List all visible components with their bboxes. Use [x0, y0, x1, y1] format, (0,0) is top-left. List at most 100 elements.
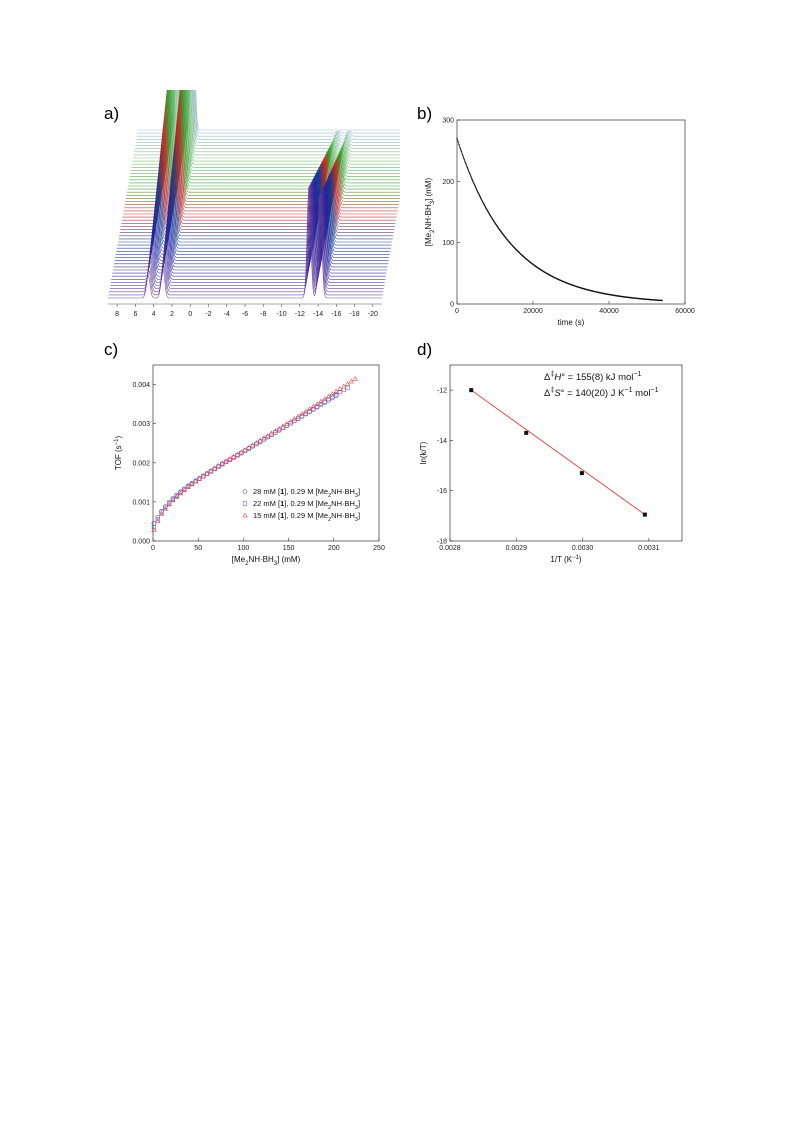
fit-line	[470, 389, 646, 516]
triangle-marker	[299, 411, 305, 416]
thermo-annotation: Δ‡S° = 140(20) J K−1 mol−1	[544, 386, 659, 399]
x-tick-label: 200	[328, 545, 340, 552]
spectra-traces	[108, 90, 400, 299]
triangle-marker	[204, 470, 210, 476]
y-tick-label: -12	[437, 388, 447, 395]
x-tick-label: -16	[331, 311, 341, 318]
x-tick-label: 0.0030	[572, 545, 594, 552]
circle-marker	[250, 443, 255, 449]
triangle-marker	[261, 435, 267, 441]
data-point	[524, 430, 529, 435]
spectrum-trace	[109, 184, 384, 289]
data-point	[469, 388, 474, 393]
spectrum-trace	[119, 152, 394, 237]
x-tick-label: 40000	[599, 308, 619, 315]
data-point	[474, 186, 477, 188]
triangle-marker	[306, 406, 313, 411]
square-marker	[299, 414, 305, 419]
triangle-marker	[242, 447, 248, 452]
spectrum-trace	[111, 179, 386, 277]
square-marker	[311, 406, 316, 412]
x-tick-label: 0	[455, 308, 459, 315]
plot-frame	[152, 364, 380, 542]
x-tick-label: -12	[295, 311, 305, 318]
square-marker	[307, 409, 312, 414]
spectrum-trace	[110, 183, 385, 286]
legend-marker	[242, 501, 248, 506]
square-marker	[151, 525, 157, 530]
x-tick-label: 60000	[675, 308, 695, 315]
square-marker	[159, 510, 164, 515]
x-tick-label: -4	[224, 311, 230, 318]
tof-chart: 0 50 100 150 200 250 0.000 0.001 0.002 0.003 0.004…	[114, 364, 385, 567]
x-tick-label: 0	[151, 545, 155, 552]
triangle-marker	[322, 396, 328, 402]
data-point	[461, 153, 464, 155]
data-point	[462, 156, 465, 158]
stacked-spectra-chart: 8 6 4 2 0 -2 -4 -6 -8 -10 -12 -14 -16 -18 -20	[108, 90, 400, 318]
data-point	[458, 143, 460, 146]
data-point	[579, 471, 584, 476]
data-point	[465, 163, 467, 165]
data-point	[463, 157, 465, 160]
legend-entry: 15 mM [1], 0.29 M [Me2NH·BH3]	[253, 511, 360, 523]
data-point	[464, 160, 466, 162]
x-tick-label: -18	[350, 311, 360, 318]
spectrum-trace	[113, 177, 387, 271]
square-marker	[303, 411, 308, 416]
data-point	[466, 165, 468, 167]
thermo-annotation: Δ‡H° = 155(8) kJ mol−1	[544, 370, 642, 383]
triangle-marker	[196, 475, 203, 481]
circle-marker	[322, 400, 328, 405]
spectrum-trace	[117, 169, 392, 246]
concentration-decay-chart: 0 20000 40000 60000 0 100 200 300 time (s) [Me2NH…	[424, 118, 695, 328]
panel-d-label: d)	[417, 340, 433, 359]
x-tick-label: 0.0029	[506, 545, 528, 552]
eyring-plot-chart: 0.0028 0.0029 0.0030 0.0031 -18 -16 -14 -12 Δ‡H°…	[419, 364, 683, 564]
spectrum-trace	[108, 186, 383, 296]
triangle-marker	[181, 487, 187, 493]
data-points	[456, 137, 663, 302]
triangle-marker	[329, 391, 336, 397]
triangle-marker	[158, 510, 165, 516]
data-point	[457, 140, 459, 143]
data-point	[457, 142, 460, 144]
triangle-marker	[192, 478, 199, 484]
x-tick-label: 0.0031	[638, 545, 660, 552]
triangle-marker	[200, 473, 206, 479]
data-point	[468, 171, 470, 174]
square-marker	[330, 394, 335, 399]
x-tick-label: -2	[205, 311, 211, 318]
triangle-marker	[287, 418, 294, 424]
data-point	[464, 161, 466, 164]
y-tick-label: 0.000	[132, 539, 150, 546]
data-point	[469, 172, 471, 175]
x-axis-label: 1/T (K−1)	[550, 555, 581, 564]
data-point	[471, 177, 473, 179]
spectrum-trace	[120, 141, 395, 230]
y-tick-label: -18	[437, 539, 447, 546]
data-point	[458, 145, 461, 147]
triangle-marker	[173, 493, 180, 499]
triangle-marker	[314, 401, 320, 406]
triangle-marker	[151, 527, 157, 532]
triangle-marker	[303, 408, 309, 414]
y-tick-label: 0.001	[132, 499, 150, 506]
x-tick-label: 0.0028	[439, 545, 461, 552]
spectrum-trace	[115, 173, 390, 258]
data-point	[456, 137, 458, 140]
triangle-marker	[185, 484, 191, 490]
spectrum-trace	[118, 158, 393, 240]
triangle-marker	[268, 430, 275, 436]
data-point	[459, 146, 461, 148]
legend-entry: 28 mM [1], 0.29 M [Me2NH·BH3]	[253, 487, 360, 499]
x-tick-label: 100	[238, 545, 250, 552]
x-tick-label: 250	[373, 545, 385, 552]
y-tick-label: 200	[442, 179, 454, 186]
x-tick-label: 150	[283, 545, 295, 552]
data-point	[473, 183, 475, 185]
square-marker	[345, 385, 350, 391]
square-marker	[315, 404, 320, 409]
triangle-marker	[310, 403, 317, 409]
data-point	[471, 179, 474, 182]
